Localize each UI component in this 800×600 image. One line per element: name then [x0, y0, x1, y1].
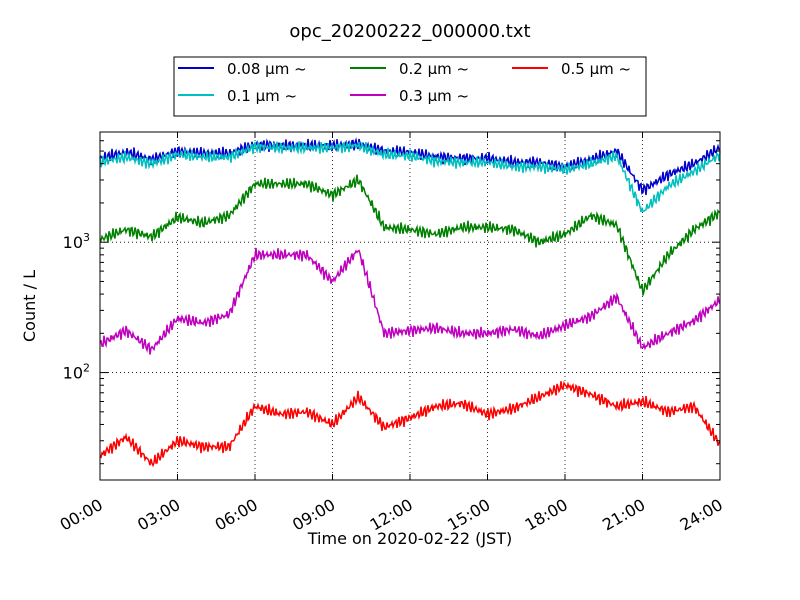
- y-tick-label: 102: [63, 362, 90, 383]
- chart-title: opc_20200222_000000.txt: [289, 21, 530, 42]
- series-line: [99, 247, 721, 355]
- legend-label: 0.3 μm ~: [399, 87, 469, 105]
- ticks: [99, 131, 721, 480]
- legend-label: 0.1 μm ~: [227, 87, 297, 105]
- series-line: [99, 141, 721, 213]
- legend: 0.08 μm ~ 0.1 μm ~ 0.2 μm ~ 0.3 μm ~ 0.5 μm …: [173, 56, 647, 117]
- series-line: [99, 380, 721, 468]
- legend-label: 0.08 μm ~: [227, 60, 307, 78]
- series-layer: [99, 137, 721, 468]
- series-line: [99, 174, 721, 296]
- y-axis-label: Count / L: [20, 270, 39, 342]
- legend-frame: [173, 56, 647, 117]
- x-axis-label: Time on 2020-02-22 (JST): [307, 529, 512, 548]
- grid: [100, 132, 720, 480]
- legend-label: 0.5 μm ~: [561, 60, 631, 78]
- y-tick-labels: 102 103: [63, 231, 90, 382]
- y-tick-label: 103: [63, 231, 90, 252]
- legend-label: 0.2 μm ~: [399, 60, 469, 78]
